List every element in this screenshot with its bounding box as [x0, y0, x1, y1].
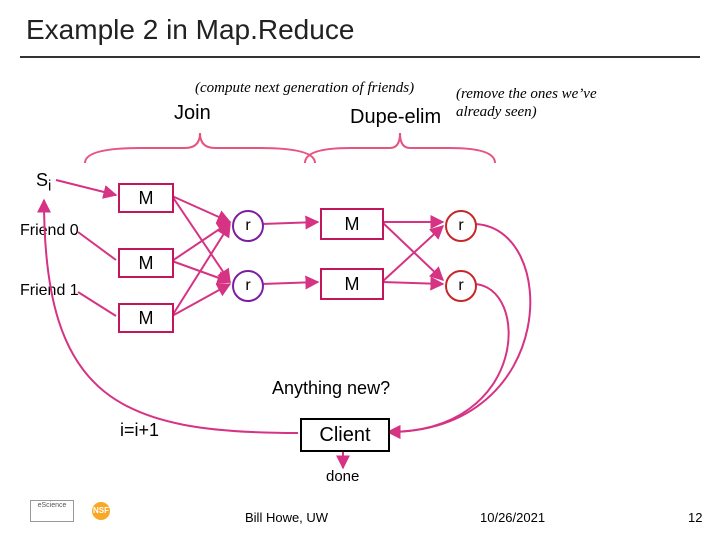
node-m-mid: M [118, 248, 174, 278]
label-done: done [326, 468, 359, 485]
logo-nsf: NSF [92, 502, 110, 520]
node-r2: r [232, 270, 264, 302]
node-rr2: r [445, 270, 477, 302]
logo-escience: eScience [30, 500, 74, 522]
node-m-top: M [118, 183, 174, 213]
label-increment: i=i+1 [120, 420, 159, 441]
footer-date: 10/26/2021 [480, 510, 545, 525]
node-m-bot: M [118, 303, 174, 333]
label-anything-new: Anything new? [272, 378, 390, 399]
node-m2-top: M [320, 208, 384, 240]
node-r1: r [232, 210, 264, 242]
node-rr1: r [445, 210, 477, 242]
node-client: Client [300, 418, 390, 452]
slide-number: 12 [688, 510, 702, 525]
footer-author: Bill Howe, UW [245, 510, 328, 525]
node-m2-bot: M [320, 268, 384, 300]
